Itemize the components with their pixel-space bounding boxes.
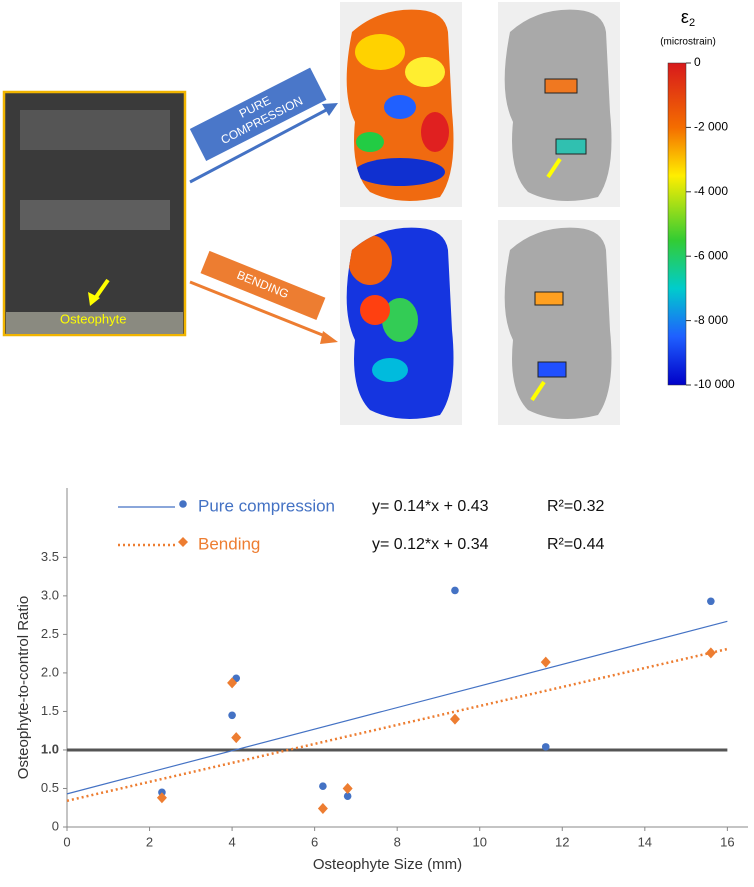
- point: [231, 732, 242, 744]
- colorbar-subscript: 2: [689, 17, 695, 29]
- x-tick-label: 6: [311, 834, 318, 849]
- arrow-head: [88, 292, 100, 306]
- y-tick-label: 2.5: [41, 626, 59, 641]
- trend-line: [66, 620, 728, 795]
- trend-line: [66, 647, 728, 803]
- y-tick-label: 1.0: [41, 741, 59, 756]
- y-tick-label: 3.5: [41, 549, 59, 564]
- roi: [555, 138, 587, 155]
- y-tick-label: 1.5: [41, 703, 59, 718]
- trend-r2: R²=0.44: [547, 536, 604, 553]
- arrow-head: [320, 331, 338, 344]
- y-tick-label: 0.5: [41, 780, 59, 795]
- arrow: [546, 157, 562, 179]
- point: [342, 782, 353, 794]
- point: [451, 586, 459, 595]
- trend-equation: y= 0.12*x + 0.34: [372, 536, 489, 553]
- legend-label: Bending: [198, 534, 260, 553]
- colorbar-unit: (microstrain): [660, 37, 716, 48]
- x-axis-label: Osteophyte Size (mm): [313, 856, 462, 873]
- point: [317, 803, 328, 815]
- x-tick-label: 10: [472, 834, 486, 849]
- label-banner: [200, 250, 326, 320]
- photo-detail: [20, 110, 170, 150]
- label-banner: [189, 67, 327, 162]
- colorbar-symbol: ε: [681, 7, 689, 27]
- x-tick-label: 4: [228, 834, 235, 849]
- point: [541, 743, 550, 751]
- arrow: [189, 106, 331, 184]
- x-tick-label: 14: [638, 834, 652, 849]
- bone-surface: [504, 227, 612, 419]
- colorbar-tick-label: -4 000: [694, 184, 728, 198]
- legend-label: Pure compression: [198, 496, 335, 515]
- osteophyte-label: Osteophyte: [60, 311, 127, 326]
- bone-surface: [504, 9, 612, 201]
- colorbar-tick-label: -2 000: [694, 120, 728, 134]
- x-tick-label: 8: [394, 834, 401, 849]
- roi: [537, 361, 567, 378]
- legend-marker: [179, 500, 187, 508]
- y-tick-label: 3.0: [41, 587, 59, 602]
- arrow: [189, 280, 331, 340]
- point: [705, 647, 716, 659]
- y-tick-label: 2.0: [41, 664, 59, 679]
- photo-detail: [6, 312, 183, 334]
- colorbar-symbol: ε2: [681, 7, 695, 29]
- point: [449, 713, 460, 725]
- x-tick-label: 16: [720, 834, 734, 849]
- point: [228, 711, 236, 720]
- point: [343, 792, 352, 800]
- x-tick-label: 2: [146, 834, 153, 849]
- arrow-head: [322, 103, 338, 116]
- colorbar-tick-label: -8 000: [694, 313, 728, 327]
- point: [319, 782, 327, 790]
- photo-detail: [20, 200, 170, 230]
- trend-equation: y= 0.14*x + 0.43: [372, 498, 489, 515]
- trend-r2: R²=0.32: [547, 498, 604, 515]
- arrow: [530, 380, 546, 402]
- roi: [544, 78, 578, 94]
- x-tick-label: 0: [63, 834, 70, 849]
- y-axis-label: Osteophyte-to-control Ratio: [15, 596, 32, 779]
- legend-marker: [178, 537, 188, 547]
- point: [707, 597, 715, 606]
- roi: [534, 291, 564, 306]
- point: [156, 792, 167, 804]
- colorbar-tick-label: -10 000: [694, 377, 735, 391]
- y-tick-label: 0: [52, 818, 59, 833]
- point: [227, 677, 238, 689]
- x-tick-label: 12: [555, 834, 569, 849]
- colorbar: [667, 62, 687, 386]
- colorbar-tick-label: -6 000: [694, 248, 728, 262]
- point: [540, 656, 551, 668]
- colorbar-tick-label: 0: [694, 55, 701, 69]
